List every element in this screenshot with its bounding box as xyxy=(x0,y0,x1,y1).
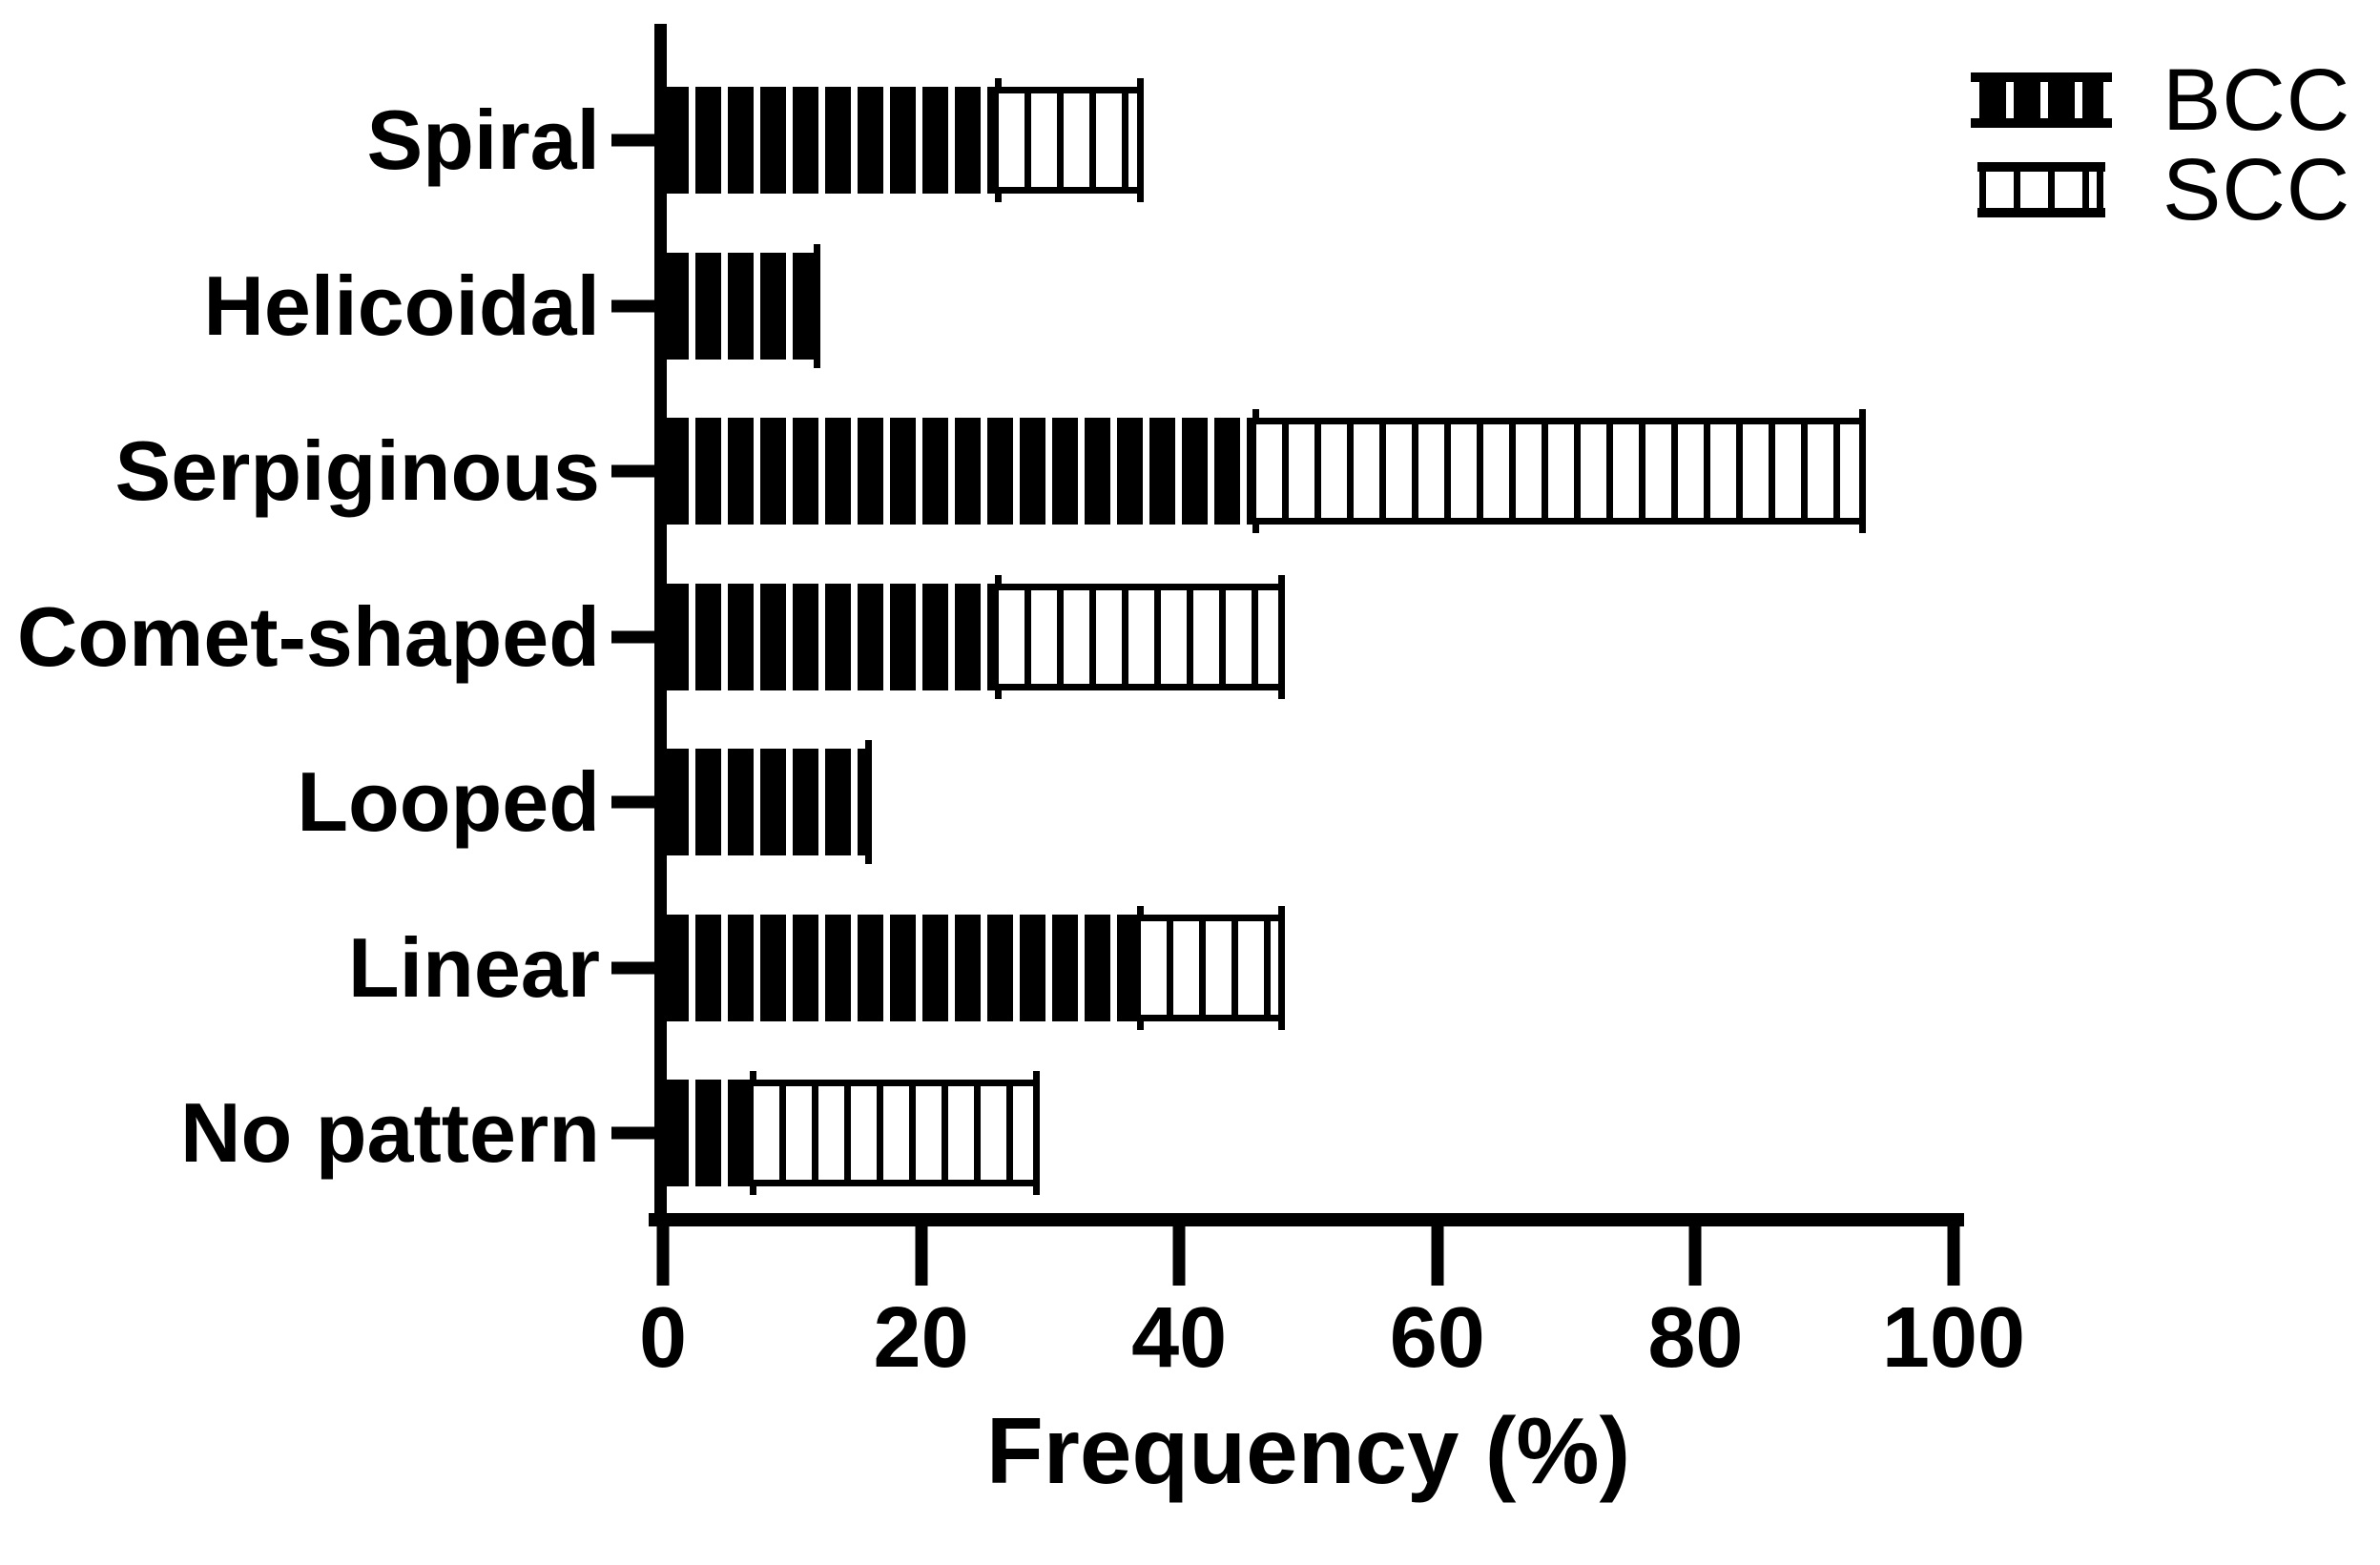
x-axis-tick-label: 100 xyxy=(1881,1290,2026,1386)
bar-row: Looped xyxy=(297,740,1954,864)
stacked-bar xyxy=(663,78,1954,202)
category-label: Comet-shaped xyxy=(16,588,600,684)
x-axis-tick xyxy=(656,1217,670,1286)
y-axis-tick xyxy=(611,134,657,147)
x-axis-tick-label: 80 xyxy=(1647,1290,1744,1386)
bar-row: Linear xyxy=(348,905,1954,1030)
category-label: Serpiginous xyxy=(114,423,601,518)
category-label: No pattern xyxy=(180,1085,600,1180)
x-axis-title: Frequency (%) xyxy=(985,1398,1631,1503)
y-axis-tick xyxy=(611,795,657,809)
category-label: Looped xyxy=(297,754,600,849)
bar-row: Comet-shaped xyxy=(17,574,1954,699)
y-axis-tick xyxy=(611,961,657,974)
scc-hatched-swatch-icon xyxy=(1977,162,2105,217)
bar-segment-bcc xyxy=(663,78,1002,202)
y-axis-tick xyxy=(611,464,657,478)
x-axis-tick xyxy=(1688,1217,1702,1286)
bcc-hatched-swatch-icon xyxy=(1971,72,2112,128)
x-axis-tick-label: 20 xyxy=(873,1290,969,1386)
bar-segment-bcc xyxy=(663,574,1002,699)
category-label: Helicoidal xyxy=(203,257,600,353)
stacked-bar xyxy=(663,1071,1954,1195)
plot-area: Spiral Helicoidal Serpiginous Comet-shaped L… xyxy=(17,24,2025,1503)
legend-label-scc: SCC xyxy=(2163,141,2351,238)
legend-item-bcc: BCC xyxy=(1971,51,2351,149)
x-axis-tick xyxy=(915,1217,928,1286)
bar-segment-scc xyxy=(1140,905,1286,1030)
stacked-bar xyxy=(663,409,1954,533)
x-axis-tick-label: 60 xyxy=(1389,1290,1485,1386)
bar-segment-bcc xyxy=(663,905,1144,1030)
bar-segment-bcc xyxy=(663,243,821,368)
x-axis-tick xyxy=(1947,1217,1960,1286)
x-axis-tick-label: 40 xyxy=(1131,1290,1228,1386)
bar-segment-bcc xyxy=(663,409,1260,533)
legend-label-bcc: BCC xyxy=(2163,51,2351,149)
x-axis-tick xyxy=(1431,1217,1444,1286)
legend-item-scc: SCC xyxy=(1977,141,2351,238)
stacked-bar xyxy=(663,574,1954,699)
stacked-bar xyxy=(663,740,1954,864)
bar-segment-scc xyxy=(753,1071,1041,1195)
legend: BCC SCC xyxy=(1971,51,2351,238)
x-axis-tick-label: 0 xyxy=(638,1290,688,1386)
category-label: Spiral xyxy=(366,93,600,187)
stacked-bar xyxy=(663,243,1954,368)
bar-row: Spiral xyxy=(366,78,1954,202)
y-axis-tick xyxy=(611,1126,657,1140)
stacked-bar xyxy=(663,905,1954,1030)
category-label: Linear xyxy=(347,919,600,1015)
bar-segment-bcc xyxy=(663,1071,756,1195)
y-axis-tick xyxy=(611,299,657,312)
x-axis-tick xyxy=(1172,1217,1186,1286)
bar-row: Serpiginous xyxy=(115,409,1954,533)
bar-segment-scc xyxy=(998,574,1286,699)
y-axis-tick xyxy=(611,630,657,643)
bar-segment-bcc xyxy=(663,740,873,864)
bar-row: No pattern xyxy=(180,1071,1954,1195)
bar-row: Helicoidal xyxy=(203,243,1954,368)
bar-segment-scc xyxy=(998,78,1144,202)
bar-segment-scc xyxy=(1256,409,1867,533)
x-axis-line xyxy=(649,1213,1964,1226)
